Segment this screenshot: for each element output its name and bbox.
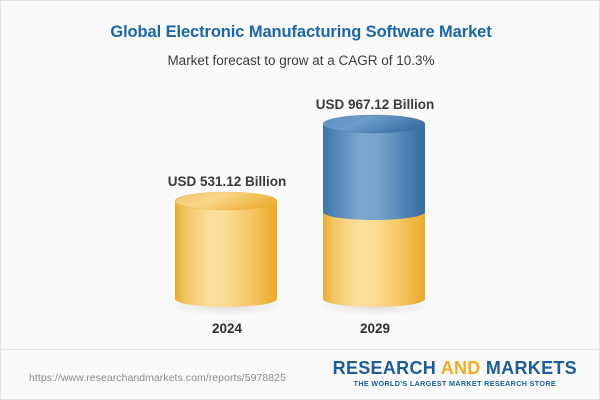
page-title: Global Electronic Manufacturing Software…: [110, 23, 492, 41]
logo-word-markets: MARKETS: [485, 358, 577, 378]
logo-word-research: RESEARCH: [332, 358, 441, 378]
cylinder-bars-svg: [161, 114, 441, 316]
chart-subtitle: Market forecast to grow at a CAGR of 10.…: [167, 53, 435, 68]
value-label-2029: USD 967.12 Billion: [315, 97, 435, 112]
category-label-2029: 2029: [359, 321, 391, 336]
logo-wordmark: RESEARCH AND MARKETS: [333, 359, 577, 378]
category-label-2024: 2024: [211, 321, 243, 336]
value-label-2024: USD 531.12 Billion: [167, 174, 287, 189]
logo-tagline: THE WORLD'S LARGEST MARKET RESEARCH STOR…: [353, 378, 557, 388]
report-url[interactable]: https://www.researchandmarkets.com/repor…: [29, 372, 286, 384]
chart-plot-area: USD 531.12 Billion USD 967.12 Billion 20…: [1, 1, 599, 349]
research-and-markets-logo[interactable]: RESEARCH AND MARKETS THE WORLD'S LARGEST…: [333, 359, 577, 388]
logo-word-and: AND: [440, 358, 486, 378]
footer-divider: [1, 349, 599, 350]
